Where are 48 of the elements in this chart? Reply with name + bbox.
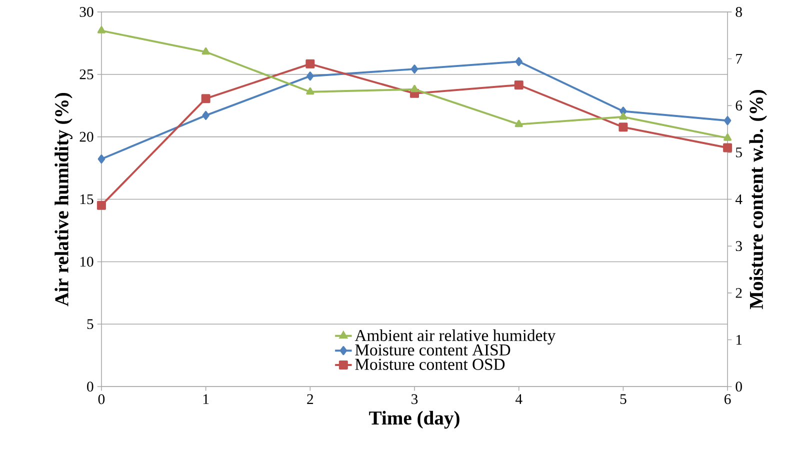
legend-label: Ambient air relative humidety bbox=[354, 329, 556, 345]
y-tick-label: 5 bbox=[87, 319, 94, 330]
point bbox=[514, 120, 523, 128]
x-tick-label: 4 bbox=[515, 394, 522, 404]
point bbox=[96, 200, 106, 210]
point bbox=[306, 59, 315, 68]
x-tick-label: 5 bbox=[620, 394, 626, 404]
point bbox=[410, 64, 418, 74]
point bbox=[514, 80, 524, 90]
y2-tick-label: 0 bbox=[736, 382, 742, 392]
y-tick-label: 0 bbox=[87, 382, 94, 392]
point bbox=[619, 112, 628, 120]
y2-tick-label: 6 bbox=[736, 100, 742, 111]
y-tick-label: 25 bbox=[80, 70, 94, 80]
legend-label: Moisture content OSD bbox=[355, 358, 505, 370]
y-tick-label: 30 bbox=[80, 7, 94, 17]
point bbox=[306, 72, 314, 81]
y2-tick-label: 8 bbox=[736, 7, 742, 17]
x-tick-label: 1 bbox=[203, 394, 209, 404]
point bbox=[202, 47, 210, 55]
y2-tick-label: 5 bbox=[736, 148, 742, 158]
y2-tick-label: 7 bbox=[736, 54, 742, 64]
point bbox=[202, 111, 210, 120]
x-tick-label: 6 bbox=[724, 394, 731, 404]
point bbox=[306, 87, 314, 95]
y2-tick-label: 1 bbox=[736, 335, 742, 345]
y2-tick-label: 3 bbox=[736, 241, 742, 252]
y-tick-label: 10 bbox=[80, 256, 94, 267]
x-axis-title: Time (day) bbox=[369, 410, 460, 429]
y-tick-label: 15 bbox=[80, 194, 94, 204]
point bbox=[724, 116, 732, 126]
x-tick-label: 2 bbox=[307, 394, 314, 404]
y2-tick-label: 4 bbox=[735, 194, 742, 204]
point bbox=[618, 122, 628, 132]
y2-tick-label: 2 bbox=[736, 288, 742, 298]
y-tick-label: 20 bbox=[80, 132, 94, 142]
point bbox=[724, 134, 732, 141]
point bbox=[723, 143, 732, 152]
x-tick-label: 0 bbox=[98, 394, 105, 404]
point bbox=[201, 94, 210, 104]
legend-label: Moisture content AISD bbox=[355, 344, 510, 356]
point bbox=[515, 57, 522, 66]
point bbox=[410, 84, 419, 92]
y2-axis-title: Moisture content w.b. (%) bbox=[749, 90, 767, 310]
x-tick-label: 3 bbox=[412, 394, 418, 404]
y-axis-title: Air relative humidity (%) bbox=[54, 93, 72, 306]
point bbox=[98, 154, 106, 164]
point bbox=[97, 26, 106, 34]
